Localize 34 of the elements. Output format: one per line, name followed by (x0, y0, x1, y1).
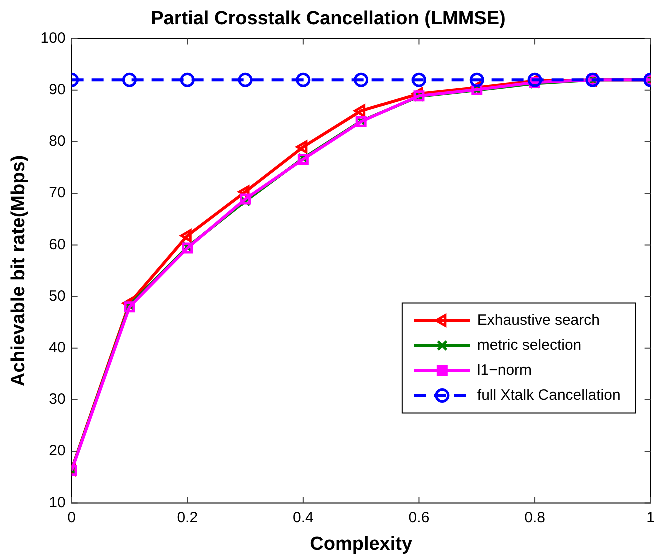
x-tick-label: 0.8 (524, 509, 546, 526)
legend-label: full Xtalk Cancellation (477, 386, 621, 404)
y-tick-label: 20 (49, 442, 66, 460)
y-tick-label: 40 (49, 340, 66, 357)
point (354, 72, 369, 88)
point (238, 72, 253, 88)
legend-label: metric selection (477, 336, 582, 354)
y-tick-label: 90 (49, 82, 66, 99)
chart-title: Partial Crosstalk Cancellation (LMMSE) (151, 8, 506, 30)
point (528, 72, 542, 88)
x-tick-label: 0.4 (293, 509, 314, 526)
legend-label: l1−norm (477, 362, 532, 379)
point (470, 72, 484, 88)
point (354, 104, 366, 118)
point (180, 72, 195, 88)
point (180, 229, 192, 242)
y-tick-label: 60 (49, 236, 66, 254)
y-axis-title: Achievable bit rate(Mbps) (8, 155, 30, 387)
point (412, 72, 426, 88)
y-tick-label: 50 (49, 288, 66, 305)
point (296, 140, 308, 154)
x-tick-label: 1 (646, 509, 655, 526)
y-tick-label: 30 (49, 391, 66, 408)
legend-label: Exhaustive search (477, 312, 600, 329)
x-tick-label: 0.6 (408, 509, 430, 526)
y-tick-label: 10 (49, 494, 66, 512)
y-tick-label: 80 (49, 133, 66, 150)
point (122, 72, 137, 88)
y-tick-label: 100 (40, 30, 66, 47)
point (296, 72, 311, 88)
x-tick-label: 0 (68, 509, 76, 526)
y-tick-label: 70 (49, 184, 66, 202)
x-tick-label: 0.2 (177, 509, 198, 526)
x-axis-title: Complexity (310, 534, 413, 555)
